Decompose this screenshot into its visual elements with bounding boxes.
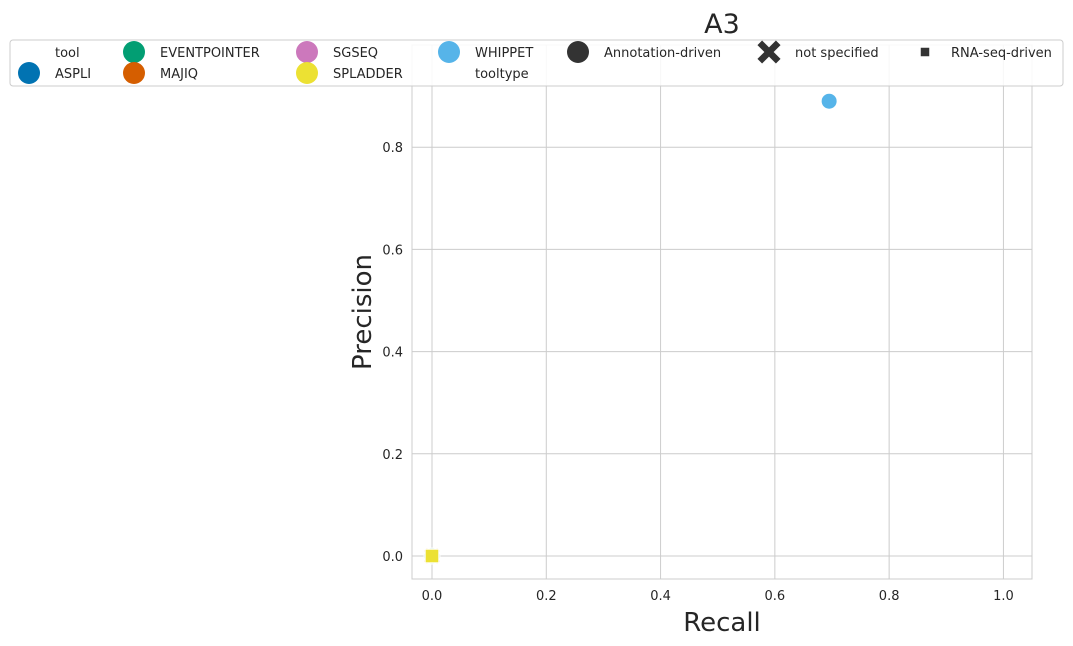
legend-marker-whippet — [438, 41, 460, 63]
y-axis-ticks: 0.0 0.2 0.4 0.6 0.8 — [382, 141, 403, 565]
legend-frame — [9, 39, 1064, 87]
legend-marker-eventpointer — [123, 41, 145, 63]
legend-label: RNA-seq-driven — [951, 46, 1052, 61]
legend-label: MAJIQ — [160, 67, 198, 82]
data-points — [422, 92, 838, 566]
y-tick-label: 0.4 — [382, 346, 403, 361]
y-tick-label: 0.0 — [382, 550, 403, 565]
legend-marker-sgseq — [296, 41, 318, 63]
chart-title: A3 — [704, 9, 740, 40]
x-tick-label: 0.0 — [422, 589, 443, 604]
legend-marker-aspli — [18, 62, 40, 84]
point-whippet — [820, 92, 838, 110]
legend-label: not specified — [795, 46, 879, 61]
x-axis-label: Recall — [683, 608, 761, 638]
grid-lines — [412, 45, 1032, 579]
x-tick-label: 0.8 — [879, 589, 900, 604]
legend-marker-majiq — [123, 62, 145, 84]
legend-marker-spladder — [296, 62, 318, 84]
y-axis-label: Precision — [348, 254, 378, 370]
legend-marker-annotation-driven — [567, 41, 589, 63]
y-tick-label: 0.2 — [382, 448, 403, 463]
x-tick-label: 0.2 — [536, 589, 557, 604]
legend-label: Annotation-driven — [604, 46, 721, 61]
legend-label: WHIPPET — [475, 46, 533, 61]
point-spladder — [424, 548, 440, 564]
legend-label: SPLADDER — [333, 67, 403, 82]
legend-label: tool — [55, 46, 80, 61]
legend-label: tooltype — [475, 67, 529, 82]
plot-frame — [411, 44, 1033, 580]
legend: tool ASPLI EVENTPOINTER MAJIQ SGSEQ SPLADDER W… — [9, 39, 1064, 87]
y-tick-label: 0.6 — [382, 243, 403, 258]
x-axis-ticks: 0.0 0.2 0.4 0.6 0.8 1.0 — [422, 589, 1014, 604]
legend-label: EVENTPOINTER — [160, 46, 260, 61]
x-tick-label: 1.0 — [993, 589, 1014, 604]
y-tick-label: 0.8 — [382, 141, 403, 156]
legend-marker-rna-seq-driven — [920, 47, 930, 57]
x-tick-label: 0.6 — [765, 589, 786, 604]
legend-label: SGSEQ — [333, 46, 378, 61]
x-tick-label: 0.4 — [650, 589, 671, 604]
legend-marker-not-specified — [757, 40, 781, 64]
legend-label: ASPLI — [55, 67, 91, 82]
